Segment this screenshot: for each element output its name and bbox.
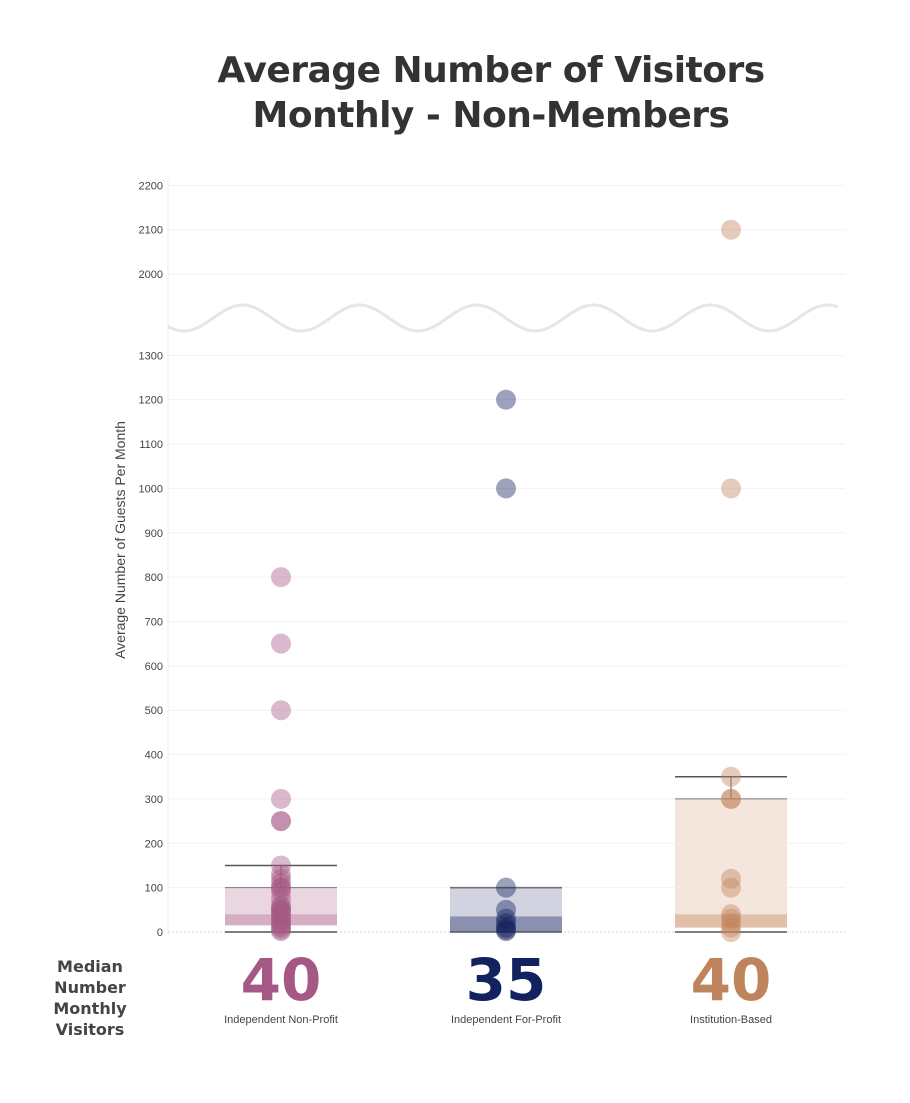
y-tick-label-500: 500: [145, 705, 163, 717]
point-2-7: [721, 904, 741, 925]
y-tick-label-100: 100: [145, 883, 163, 895]
point-0-3: [271, 788, 291, 809]
point-0-23: [271, 913, 291, 934]
point-0-16: [271, 899, 291, 920]
point-0-5: [271, 811, 291, 832]
point-0-4: [271, 811, 291, 832]
point-0-14: [271, 895, 291, 916]
point-0-2: [271, 700, 291, 721]
y-tick-label-700: 700: [145, 616, 163, 628]
point-1-3: [496, 899, 516, 920]
point-0-1: [271, 633, 291, 654]
axis-break-wave: [167, 303, 839, 333]
point-0-10: [271, 877, 291, 898]
y-tick-label-800: 800: [145, 572, 163, 584]
median-value-non-profit: 40: [240, 946, 322, 1014]
box-2: [675, 798, 787, 928]
category-label-non-profit: Independent Non-Profit: [224, 1014, 338, 1026]
median-label-line-1: Median Number: [54, 957, 126, 997]
y-tick-label-1300: 1300: [139, 350, 163, 362]
point-2-3: [721, 788, 741, 809]
y-tick-label-2000: 2000: [139, 269, 163, 281]
point-0-8: [271, 868, 291, 889]
y-tick-label-400: 400: [145, 750, 163, 762]
point-0-11: [271, 877, 291, 898]
median-label: Median Number Monthly Visitors: [20, 956, 160, 1040]
y-tick-label-200: 200: [145, 838, 163, 850]
point-0-21: [271, 908, 291, 929]
point-2-11: [721, 922, 741, 942]
y-tick-label-600: 600: [145, 661, 163, 673]
point-0-0: [271, 567, 291, 588]
y-tick-label-300: 300: [145, 794, 163, 806]
point-0-27: [271, 921, 291, 942]
point-2-2: [721, 766, 741, 787]
point-0-26: [271, 919, 291, 940]
category-label-for-profit: Independent For-Profit: [450, 1014, 562, 1026]
median-band-1: [450, 916, 562, 932]
point-1-4: [496, 908, 516, 929]
median-band-2: [675, 914, 787, 928]
point-2-9: [721, 913, 741, 934]
point-0-24: [271, 915, 291, 936]
point-1-2: [496, 877, 516, 898]
y-tick-label-2200: 2200: [139, 180, 163, 192]
chart-title-line-2: Monthly - Non-Members: [252, 95, 730, 136]
point-0-22: [271, 910, 291, 931]
point-2-5: [721, 868, 741, 889]
category-label-institution: Institution-Based: [690, 1014, 772, 1026]
chart-title-line-1: Average Number of Visitors: [217, 50, 765, 91]
y-tick-label-1000: 1000: [139, 483, 163, 495]
point-1-8: [496, 921, 516, 942]
point-0-20: [271, 906, 291, 927]
y-tick-label-1200: 1200: [139, 395, 163, 407]
chart-title: Average Number of Visitors Monthly - Non…: [0, 48, 910, 138]
median-label-line-2: Monthly Visitors: [53, 999, 127, 1039]
point-0-7: [271, 864, 291, 885]
point-2-4: [721, 788, 741, 809]
point-0-9: [271, 873, 291, 894]
point-0-15: [271, 897, 291, 918]
point-2-6: [721, 877, 741, 898]
point-0-25: [271, 917, 291, 938]
point-2-1: [721, 478, 741, 499]
point-1-5: [496, 913, 516, 934]
median-value-institution: 40: [690, 946, 772, 1014]
point-1-7: [496, 919, 516, 940]
point-2-0: [721, 219, 741, 240]
point-0-12: [271, 882, 291, 903]
y-tick-label-0: 0: [157, 927, 163, 939]
y-tick-label-1100: 1100: [139, 439, 163, 451]
point-0-13: [271, 888, 291, 909]
point-0-17: [271, 899, 291, 920]
point-1-1: [496, 478, 516, 499]
y-tick-label-2100: 2100: [139, 225, 163, 237]
point-1-0: [496, 389, 516, 410]
point-0-19: [271, 904, 291, 925]
point-2-8: [721, 908, 741, 929]
median-band-0: [225, 914, 337, 926]
point-1-6: [496, 917, 516, 938]
point-0-6: [271, 855, 291, 876]
y-tick-label-900: 900: [145, 528, 163, 540]
point-0-18: [271, 902, 291, 923]
point-2-10: [721, 917, 741, 938]
median-value-for-profit: 35: [465, 946, 547, 1014]
